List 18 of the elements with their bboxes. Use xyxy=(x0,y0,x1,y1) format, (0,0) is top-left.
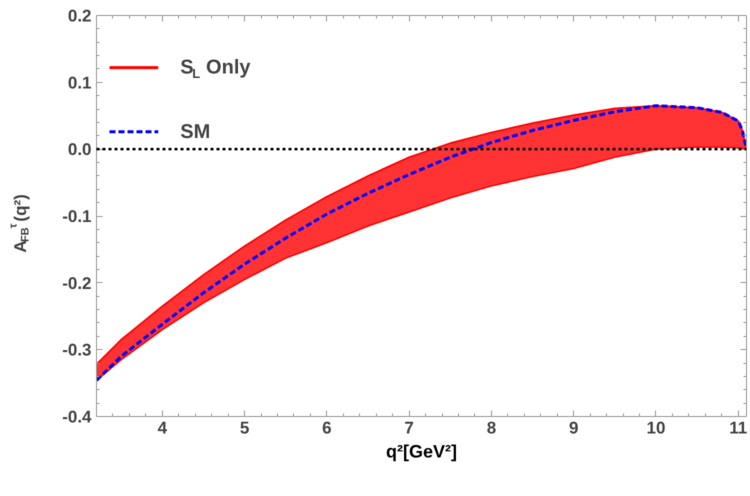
x-axis-title: q²[GeV²] xyxy=(386,442,458,462)
y-tick-label: -0.4 xyxy=(62,408,92,426)
x-tick-label: 4 xyxy=(158,418,168,438)
y-axis-title: AFBτ(q²) xyxy=(8,194,32,253)
y-tick-label: -0.3 xyxy=(62,340,92,360)
x-tick-label: 11 xyxy=(729,418,748,438)
legend-label: SM xyxy=(180,120,210,143)
y-tick-label: 0.1 xyxy=(68,73,92,92)
y-tick-label: 0.2 xyxy=(68,6,92,26)
x-tick-label: 6 xyxy=(322,418,332,438)
x-tick-label: 10 xyxy=(646,418,666,438)
y-tick-label: -0.1 xyxy=(62,207,92,226)
x-tick-label: 8 xyxy=(486,418,496,438)
x-tick-label: 9 xyxy=(568,418,578,438)
x-tick-label: 7 xyxy=(404,418,414,438)
y-tick-label: 0.0 xyxy=(68,140,92,160)
x-tick-label: 5 xyxy=(240,418,250,438)
y-tick-label: -0.2 xyxy=(62,274,92,293)
